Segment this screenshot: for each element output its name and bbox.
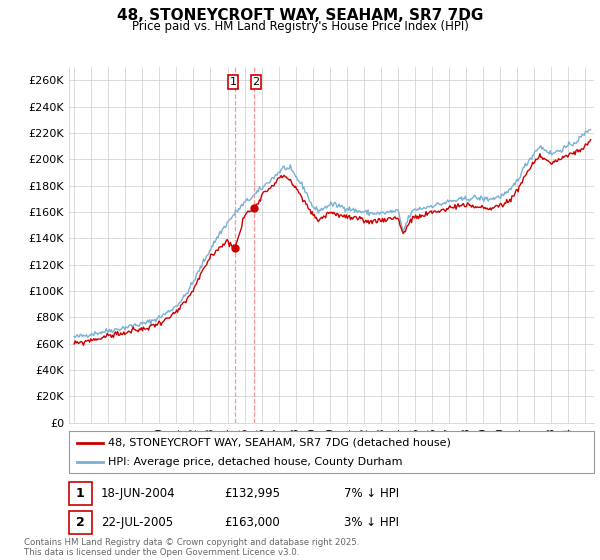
Text: Contains HM Land Registry data © Crown copyright and database right 2025.
This d: Contains HM Land Registry data © Crown c… (24, 538, 359, 557)
Text: 2: 2 (76, 516, 85, 529)
Text: 3% ↓ HPI: 3% ↓ HPI (344, 516, 399, 529)
Text: 1: 1 (76, 487, 85, 500)
Text: 22-JUL-2005: 22-JUL-2005 (101, 516, 173, 529)
Text: 7% ↓ HPI: 7% ↓ HPI (344, 487, 399, 500)
Text: HPI: Average price, detached house, County Durham: HPI: Average price, detached house, Coun… (109, 457, 403, 467)
Text: 2: 2 (253, 77, 260, 87)
FancyBboxPatch shape (69, 431, 594, 473)
Text: 48, STONEYCROFT WAY, SEAHAM, SR7 7DG (detached house): 48, STONEYCROFT WAY, SEAHAM, SR7 7DG (de… (109, 437, 451, 447)
Text: £163,000: £163,000 (224, 516, 280, 529)
Text: £132,995: £132,995 (224, 487, 280, 500)
Text: 1: 1 (230, 77, 237, 87)
Text: 48, STONEYCROFT WAY, SEAHAM, SR7 7DG: 48, STONEYCROFT WAY, SEAHAM, SR7 7DG (117, 8, 483, 24)
Text: 18-JUN-2004: 18-JUN-2004 (101, 487, 175, 500)
Text: Price paid vs. HM Land Registry's House Price Index (HPI): Price paid vs. HM Land Registry's House … (131, 20, 469, 32)
